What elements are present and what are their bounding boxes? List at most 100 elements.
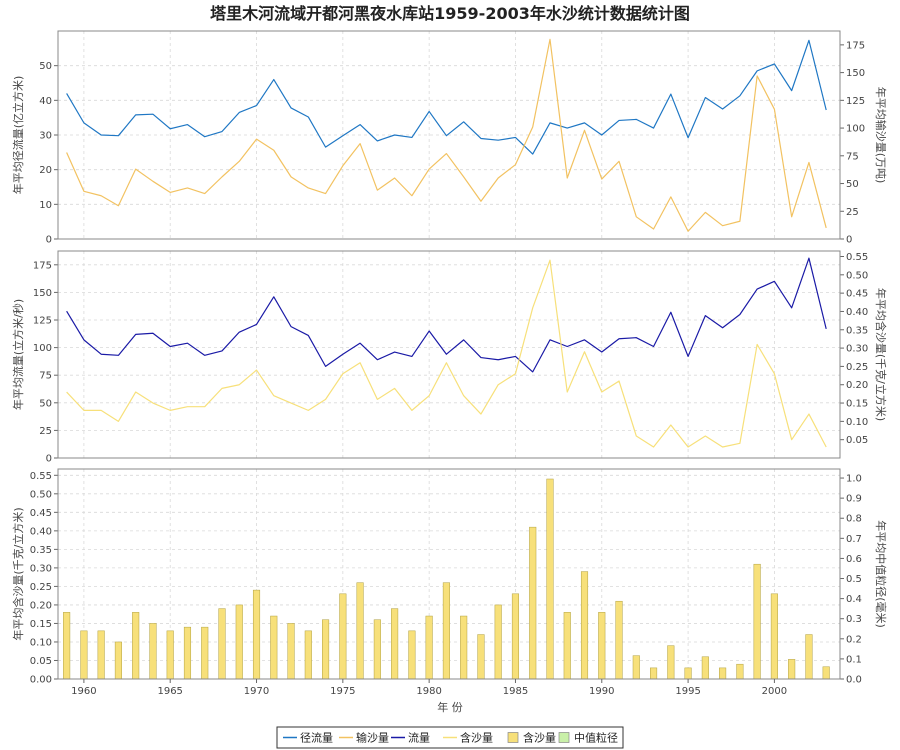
y-left-tick-label: 0.00 (30, 675, 52, 686)
x-tick-label: 1990 (589, 686, 614, 697)
bar-1972 (287, 623, 295, 680)
y-right-tick-label: 0 (846, 235, 852, 246)
y-left-tick-label: 0.05 (30, 656, 52, 667)
y-left-tick-label: 50 (39, 398, 52, 409)
y-left-tick-label: 25 (39, 426, 52, 437)
y-right-tick-label: 50 (846, 179, 859, 190)
bar-1959 (63, 612, 71, 680)
y-right-tick-label: 0.4 (846, 594, 862, 605)
bar-1962 (114, 641, 122, 680)
y-right-tick-label: 0.40 (846, 307, 868, 318)
y-left-tick-label: 30 (39, 131, 52, 142)
y-right-tick-label: 0.30 (846, 344, 868, 355)
bar-1970 (252, 589, 261, 680)
bar-2003 (822, 666, 830, 680)
y-right-tick-label: 1.0 (846, 474, 862, 485)
x-tick-label: 1970 (244, 686, 269, 697)
y-right-tick-label: 0.3 (846, 614, 862, 625)
y-left-axis-title: 年平均径流量(亿立方米) (11, 76, 25, 195)
y-left-tick-label: 10 (39, 200, 52, 211)
bar-2000 (770, 593, 778, 680)
bar-1964 (149, 623, 157, 680)
bar-1976 (356, 582, 364, 680)
bar-1979 (408, 630, 416, 680)
bar-1982 (460, 615, 468, 680)
legend-swatch-box (507, 732, 519, 743)
legend-label: 中值粒径 (574, 731, 618, 745)
bar-1986 (529, 526, 537, 680)
legend-label: 含沙量 (523, 731, 556, 745)
bar-1975 (339, 593, 347, 680)
bar-1994 (667, 645, 675, 680)
bar-1977 (373, 619, 381, 680)
y-right-tick-label: 0.35 (846, 325, 868, 336)
legend-swatch-box (558, 732, 570, 743)
bar-1991 (615, 600, 623, 680)
plot-background (58, 251, 840, 458)
y-right-tick-label: 150 (846, 68, 865, 79)
series-line-输沙量 (66, 38, 827, 232)
y-right-axis-title: 年平均含沙量(千克/立方米) (874, 288, 888, 421)
bar-1980 (425, 615, 433, 680)
bar-1990 (598, 612, 606, 680)
y-right-tick-label: 0.05 (846, 435, 868, 446)
y-left-axis-title: 年平均含沙量(千克/立方米) (11, 507, 25, 640)
y-left-tick-label: 175 (33, 260, 52, 271)
bar-1973 (304, 630, 312, 680)
y-left-tick-label: 50 (39, 61, 52, 72)
legend-label: 输沙量 (356, 731, 389, 745)
bar-1987 (546, 478, 554, 680)
x-tick-label: 1985 (503, 686, 528, 697)
y-right-tick-label: 0.9 (846, 494, 862, 505)
bar-1967 (201, 626, 209, 680)
y-left-tick-label: 0.40 (30, 526, 52, 537)
y-right-tick-label: 0.8 (846, 514, 862, 525)
plot-frame (57, 468, 841, 680)
bar-1989 (580, 571, 589, 680)
y-right-axis-title: 年平均输沙量(万吨) (874, 87, 888, 184)
y-left-tick-label: 0.30 (30, 563, 52, 574)
y-right-tick-label: 0.2 (846, 634, 862, 645)
y-right-tick-label: 175 (846, 40, 865, 51)
x-tick-label: 2000 (762, 686, 787, 697)
bar-1983 (477, 634, 485, 680)
y-left-tick-label: 0 (46, 454, 52, 465)
y-right-tick-label: 0.1 (846, 654, 862, 665)
y-left-tick-label: 0.20 (30, 600, 52, 611)
legend-label: 含沙量 (460, 731, 493, 745)
bar-2001 (788, 659, 796, 680)
y-right-tick-label: 100 (846, 124, 865, 135)
panel-1: 0 10 20 30 40 50 0 25 50 75 100 125 150 175 年平均径流量(亿立方… (11, 30, 888, 246)
y-left-tick-label: 0 (46, 235, 52, 246)
y-right-tick-label: 0.7 (846, 534, 862, 545)
bar-1978 (391, 608, 399, 680)
legend-label: 流量 (408, 731, 430, 745)
y-right-tick-label: 0.6 (846, 554, 862, 565)
y-right-tick-label: 0.20 (846, 380, 868, 391)
series-line-径流量 (66, 39, 827, 155)
y-left-tick-label: 100 (33, 343, 52, 354)
bar-1981 (442, 582, 450, 680)
x-tick-label: 1995 (675, 686, 700, 697)
x-axis-title: 年 份 (437, 700, 463, 714)
bar-1995 (684, 667, 692, 680)
y-left-axis-title: 年平均流量(立方米/秒) (11, 299, 25, 410)
y-left-tick-label: 0.25 (30, 582, 52, 593)
y-left-tick-label: 150 (33, 288, 52, 299)
panel-3: 0.00 0.05 0.10 0.15 0.20 0.25 0.30 0.35 0.40 0.45… (11, 468, 888, 686)
plot-frame (57, 250, 841, 459)
legend: 径流量 输沙量 流量 含沙量 含沙量 中值粒径 (276, 726, 624, 749)
y-right-tick-label: 75 (846, 151, 859, 162)
y-left-tick-label: 0.15 (30, 619, 52, 630)
y-right-tick-label: 0.0 (846, 675, 862, 686)
bar-1984 (494, 604, 502, 680)
x-tick-label: 1960 (71, 686, 96, 697)
y-right-tick-label: 0.5 (846, 574, 862, 585)
y-left-tick-label: 0.10 (30, 637, 52, 648)
y-right-tick-label: 0.55 (846, 252, 868, 263)
bar-1985 (511, 593, 520, 680)
chart-panels: 0 10 20 30 40 50 0 25 50 75 100 125 150 175 年平均径流量(亿立方… (11, 30, 888, 697)
chart-title: 塔里木河流域开都河黑夜水库站1959-2003年水沙统计数据统计图 (210, 4, 690, 23)
y-left-tick-label: 0.55 (30, 471, 52, 482)
